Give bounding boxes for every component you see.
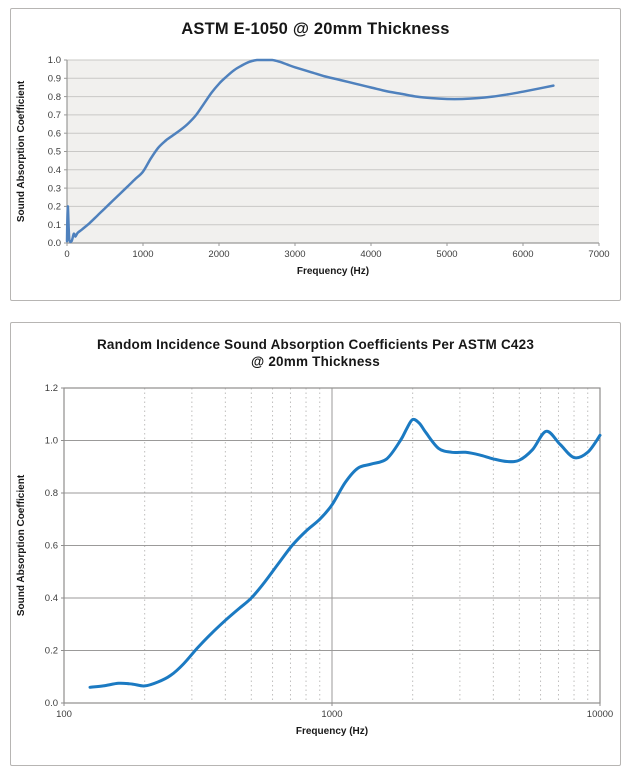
x-tick-label: 6000 bbox=[512, 249, 533, 260]
y-tick-label: 0.8 bbox=[45, 488, 58, 499]
y-tick-label: 0.4 bbox=[45, 593, 58, 604]
tick-labels: 0.0 0.1 0.2 0.3 0.4 0.5 0.6 0.7 0.8 0.9 1.0 0 1000 20… bbox=[48, 55, 610, 260]
chart-panel-astm-c423: Random Incidence Sound Absorption Coeffi… bbox=[10, 322, 621, 766]
y-tick-label: 0.6 bbox=[48, 128, 61, 139]
series-line-astm-c423 bbox=[88, 417, 602, 689]
y-tick-label: 0.4 bbox=[48, 165, 61, 176]
y-tick-label: 0.3 bbox=[48, 183, 61, 194]
chart-title-text: ASTM E-1050 @ 20mm Thickness bbox=[181, 20, 450, 38]
line-chart-astm-c423: 0.0 0.2 0.4 0.6 0.8 1.0 1.2 100 1000 10000 Frequen… bbox=[16, 383, 613, 737]
y-tick-label: 0.1 bbox=[48, 220, 61, 231]
y-tick-label: 0.6 bbox=[45, 541, 58, 552]
tick-labels: 0.0 0.2 0.4 0.6 0.8 1.0 1.2 100 1000 10000 bbox=[45, 383, 613, 720]
gridlines bbox=[64, 387, 600, 703]
x-tick-label: 7000 bbox=[588, 249, 609, 260]
x-tick-label: 3000 bbox=[284, 249, 305, 260]
y-tick-label: 0.9 bbox=[48, 74, 61, 85]
chart-title-line1: Random Incidence Sound Absorption Coeffi… bbox=[96, 337, 535, 352]
line-chart-astm-e1050: 0.0 0.1 0.2 0.3 0.4 0.5 0.6 0.7 0.8 0.9 1.0 0 1000 20… bbox=[16, 55, 610, 277]
y-tick-label: 0.0 bbox=[48, 238, 61, 249]
series-line-astm-e1050 bbox=[65, 58, 555, 244]
y-tick-label: 0.8 bbox=[48, 92, 61, 103]
y-tick-label: 0.2 bbox=[48, 202, 61, 213]
y-tick-label: 1.0 bbox=[48, 55, 61, 66]
x-tick-label: 0 bbox=[64, 249, 69, 260]
x-tick-label: 10000 bbox=[587, 709, 613, 720]
x-tick-label: 1000 bbox=[132, 249, 153, 260]
gridlines bbox=[67, 59, 599, 226]
x-axis-title: Frequency (Hz) bbox=[297, 266, 369, 277]
y-axis-title: Sound Absorption Coefficient bbox=[16, 80, 27, 222]
y-tick-label: 1.2 bbox=[45, 383, 58, 394]
chart-title-astm-c423: Random Incidence Sound Absorption Coeffi… bbox=[11, 336, 620, 370]
y-tick-label: 0.7 bbox=[48, 110, 61, 121]
x-axis-title: Frequency (Hz) bbox=[296, 726, 368, 737]
x-tick-label: 2000 bbox=[208, 249, 229, 260]
x-tick-label: 5000 bbox=[436, 249, 457, 260]
chart-panel-astm-e1050: ASTM E-1050 @ 20mm Thickness 0.0 0.1 0.2 0.… bbox=[10, 8, 621, 301]
y-tick-label: 1.0 bbox=[45, 436, 58, 447]
x-tick-label: 4000 bbox=[360, 249, 381, 260]
chart-title-line2: @ 20mm Thickness bbox=[251, 354, 380, 369]
y-tick-label: 0.2 bbox=[45, 646, 58, 657]
y-tick-label: 0.5 bbox=[48, 147, 61, 158]
y-tick-label: 0.0 bbox=[45, 698, 58, 709]
x-tick-label: 1000 bbox=[321, 709, 342, 720]
x-tick-label: 100 bbox=[56, 709, 72, 720]
y-axis-title: Sound Absorption Coefficient bbox=[16, 474, 27, 616]
chart-title-astm-e1050: ASTM E-1050 @ 20mm Thickness bbox=[11, 20, 620, 39]
